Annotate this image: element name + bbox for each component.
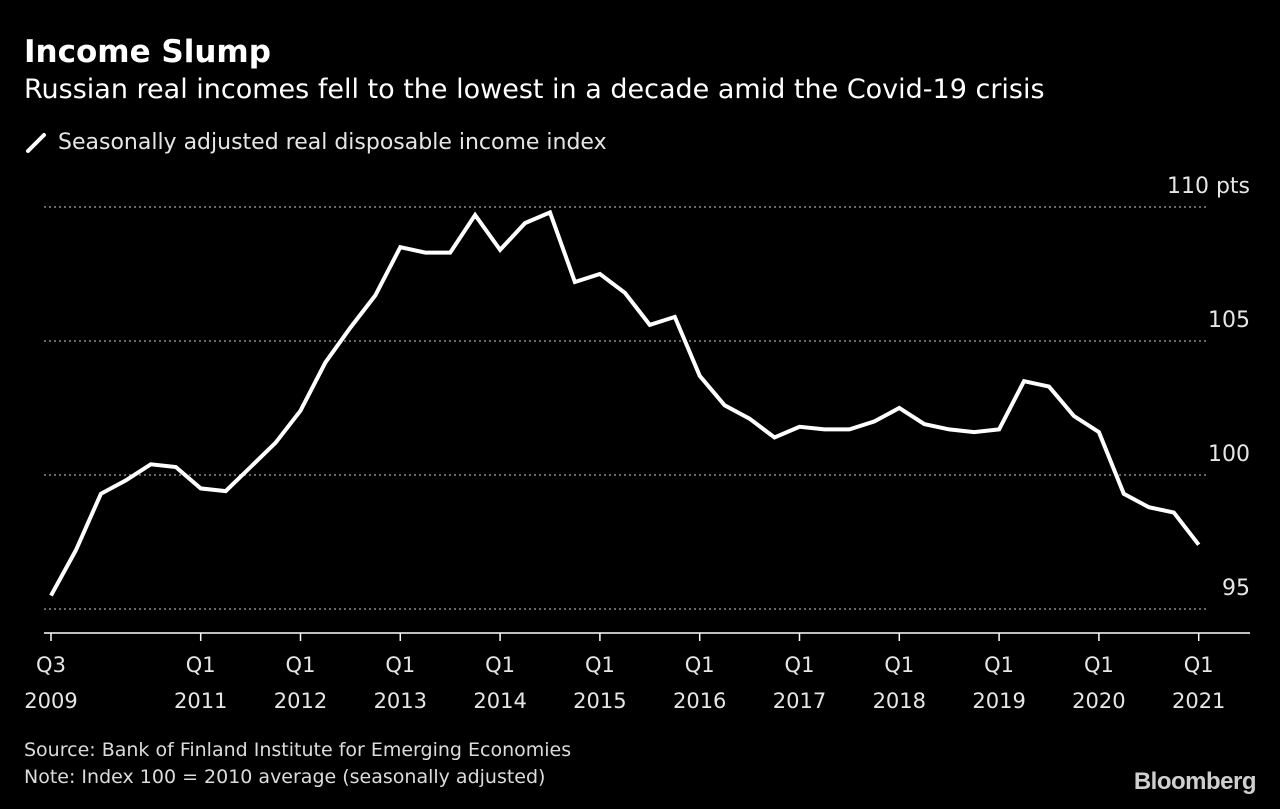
footer: Source: Bank of Finland Institute for Em… bbox=[24, 737, 571, 791]
x-tick-label: 2018 bbox=[873, 689, 926, 713]
x-tick-label: 2012 bbox=[274, 689, 327, 713]
x-tick-label: 2015 bbox=[573, 689, 626, 713]
x-tick-label: Q1 bbox=[286, 653, 316, 677]
x-tick-label: 2013 bbox=[374, 689, 427, 713]
legend: Seasonally adjusted real disposable inco… bbox=[24, 130, 607, 155]
x-tick-label: 2017 bbox=[773, 689, 826, 713]
chart-title: Income Slump bbox=[24, 34, 271, 70]
y-tick-label: 100 bbox=[1208, 442, 1250, 467]
x-tick-label: 2009 bbox=[24, 689, 77, 713]
series-line bbox=[49, 209, 1201, 597]
x-tick-label: Q3 bbox=[36, 653, 66, 677]
index-note: Note: Index 100 = 2010 average (seasonal… bbox=[24, 766, 546, 788]
x-tick-label: 2014 bbox=[473, 689, 526, 713]
legend-label: Seasonally adjusted real disposable inco… bbox=[58, 130, 607, 155]
brand-logo: Bloomberg bbox=[1133, 768, 1257, 795]
x-tick-label: 2019 bbox=[972, 689, 1025, 713]
x-tick-label: Q1 bbox=[186, 653, 216, 677]
legend-line-icon bbox=[26, 132, 46, 153]
x-tick-label: 2011 bbox=[174, 689, 227, 713]
x-tick-label: Q1 bbox=[785, 653, 815, 677]
x-tick-label: Q1 bbox=[585, 653, 615, 677]
x-tick-label: 2021 bbox=[1172, 689, 1225, 713]
x-tick-label: Q1 bbox=[984, 653, 1014, 677]
x-tick-label: Q1 bbox=[884, 653, 914, 677]
x-tick-label: 2020 bbox=[1072, 689, 1125, 713]
x-tick-label: Q1 bbox=[1084, 653, 1114, 677]
chart-subtitle: Russian real incomes fell to the lowest … bbox=[24, 74, 1045, 105]
y-tick-label: 105 bbox=[1208, 308, 1250, 333]
x-tick-label: 2016 bbox=[673, 689, 726, 713]
y-tick-label: 110 pts bbox=[1167, 174, 1250, 199]
x-tick-label: Q1 bbox=[685, 653, 715, 677]
source-note: Source: Bank of Finland Institute for Em… bbox=[24, 739, 572, 761]
x-tick-label: Q1 bbox=[385, 653, 415, 677]
x-tick-label: Q1 bbox=[1184, 653, 1214, 677]
x-tick-label: Q1 bbox=[485, 653, 515, 677]
y-tick-label: 95 bbox=[1222, 576, 1250, 601]
